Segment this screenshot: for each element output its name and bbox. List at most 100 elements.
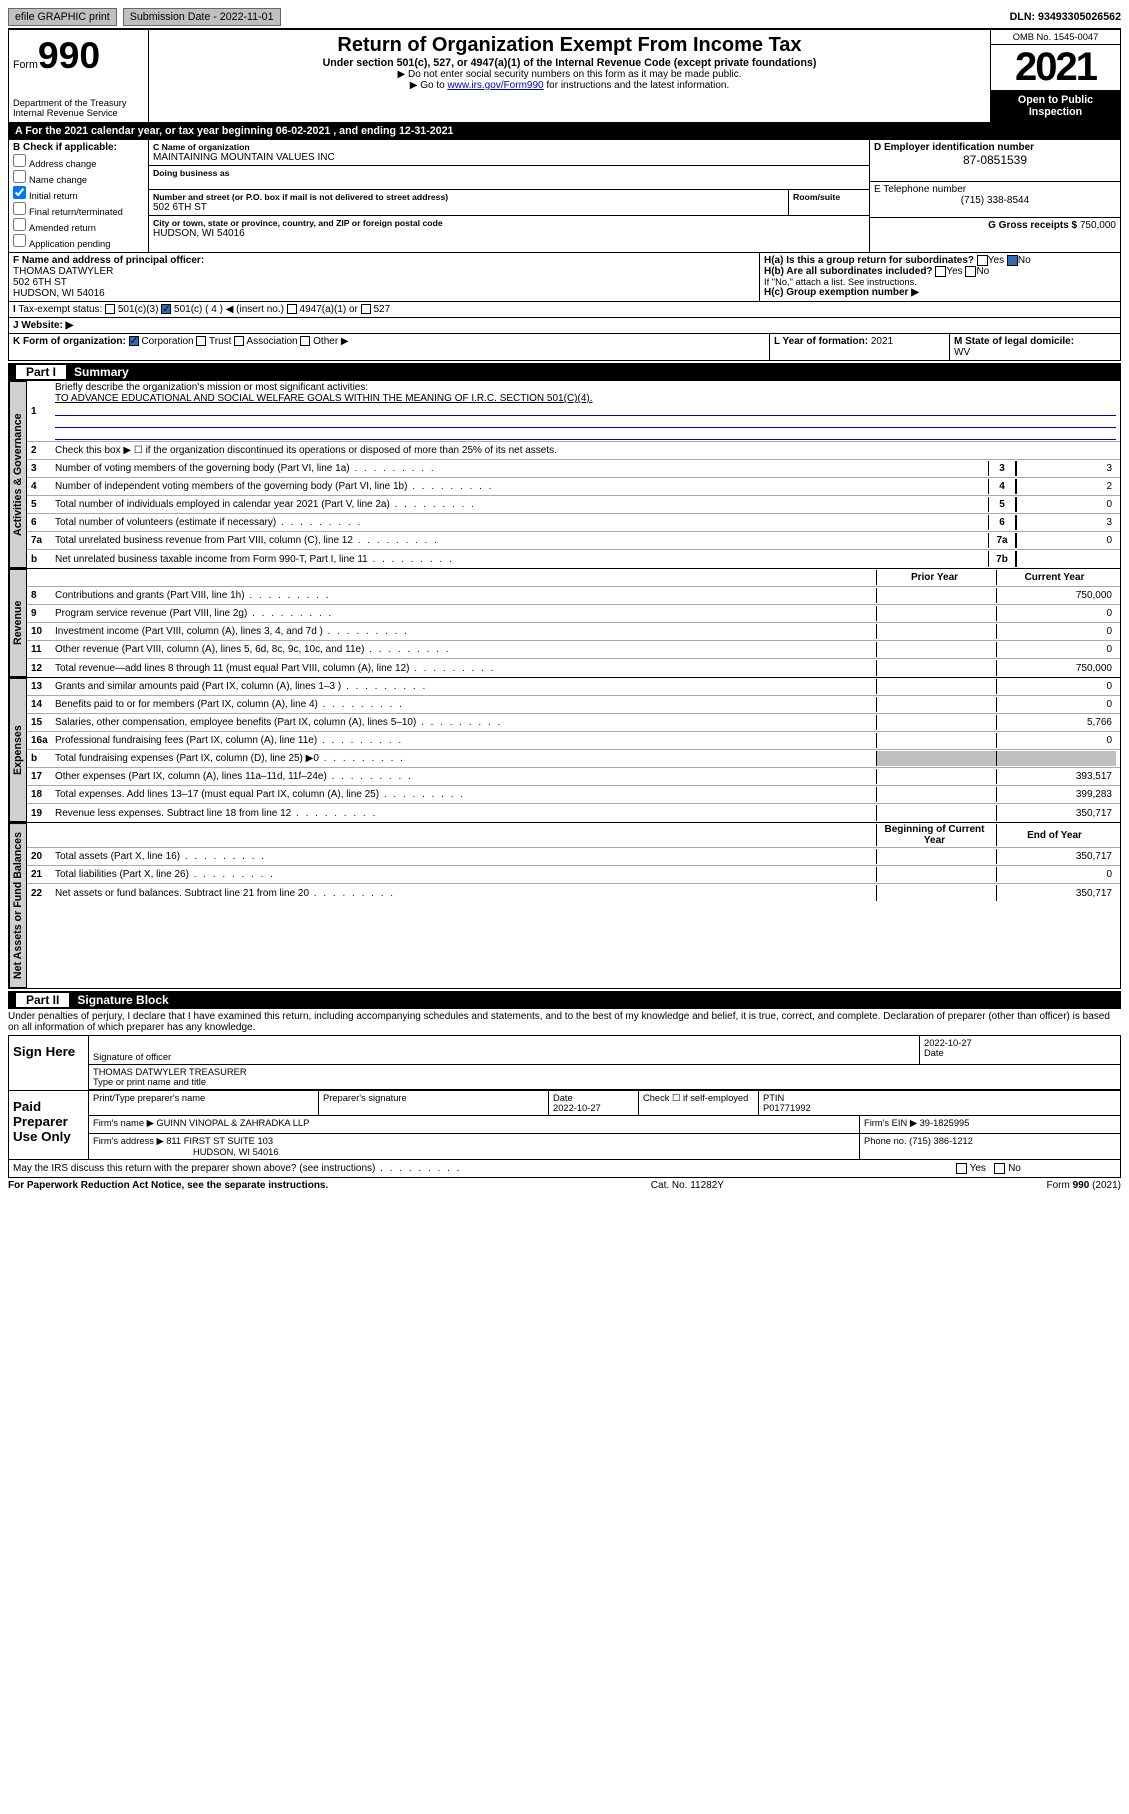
line-8-text: Contributions and grants (Part VIII, lin… bbox=[55, 590, 876, 601]
527-check[interactable] bbox=[361, 304, 371, 314]
line-19-prior bbox=[876, 805, 996, 821]
check-amended-return[interactable] bbox=[13, 218, 26, 231]
discuss-yes-box[interactable] bbox=[956, 1163, 967, 1174]
line-9-prior bbox=[876, 606, 996, 621]
org-name-label: C Name of organization bbox=[153, 142, 865, 152]
tax-period-bar: A For the 2021 calendar year, or tax yea… bbox=[8, 123, 1121, 140]
line-17-text: Other expenses (Part IX, column (A), lin… bbox=[55, 771, 876, 782]
hb-no-box[interactable] bbox=[965, 266, 976, 277]
ein-label: D Employer identification number bbox=[874, 142, 1116, 153]
ha-yes-box[interactable] bbox=[977, 255, 988, 266]
line-6-text: Total number of volunteers (estimate if … bbox=[55, 517, 988, 528]
line-7a-box: 7a bbox=[988, 533, 1016, 548]
website-label: Website: ▶ bbox=[21, 320, 73, 331]
firm-phone-label: Phone no. bbox=[864, 1136, 907, 1146]
line-9-current: 0 bbox=[996, 606, 1116, 621]
efile-button[interactable]: efile GRAPHIC print bbox=[8, 8, 117, 26]
line-5-box: 5 bbox=[988, 497, 1016, 512]
check-initial-return[interactable] bbox=[13, 186, 26, 199]
line2-text: Check this box ▶ ☐ if the organization d… bbox=[55, 445, 1116, 456]
check-application-pending[interactable] bbox=[13, 234, 26, 247]
check-applicable-label: B Check if applicable: bbox=[13, 142, 144, 153]
line-b-prior bbox=[876, 751, 996, 766]
phone-value: (715) 338-8544 bbox=[874, 195, 1116, 206]
phone-label: E Telephone number bbox=[874, 184, 1116, 195]
top-bar: efile GRAPHIC print Submission Date - 20… bbox=[8, 8, 1121, 29]
net-assets-tab: Net Assets or Fund Balances bbox=[9, 823, 27, 988]
line-15-prior bbox=[876, 715, 996, 730]
line-b-text: Net unrelated business taxable income fr… bbox=[55, 554, 988, 565]
irs-link[interactable]: www.irs.gov/Form990 bbox=[447, 80, 543, 91]
line-17-current: 393,517 bbox=[996, 769, 1116, 784]
prior-year-header: Prior Year bbox=[876, 570, 996, 585]
governance-tab: Activities & Governance bbox=[9, 381, 27, 568]
line-3-value: 3 bbox=[1016, 461, 1116, 476]
current-year-header: Current Year bbox=[996, 570, 1116, 585]
line-14-current: 0 bbox=[996, 697, 1116, 712]
line-13-text: Grants and similar amounts paid (Part IX… bbox=[55, 681, 876, 692]
pp-date-label: Date bbox=[553, 1093, 573, 1103]
firm-ein-label: Firm's EIN ▶ bbox=[864, 1118, 917, 1128]
signature-block: Sign Here Signature of officer 2022-10-2… bbox=[8, 1035, 1121, 1160]
line-3-text: Number of voting members of the governin… bbox=[55, 463, 988, 474]
tax-exempt-label: Tax-exempt status: bbox=[18, 304, 102, 315]
org-assoc-check[interactable] bbox=[234, 336, 244, 346]
line-15-text: Salaries, other compensation, employee b… bbox=[55, 717, 876, 728]
line-17-prior bbox=[876, 769, 996, 784]
form-title: Return of Organization Exempt From Incom… bbox=[153, 34, 986, 57]
hb-note: If "No," attach a list. See instructions… bbox=[764, 277, 1116, 287]
501c3-check[interactable] bbox=[105, 304, 115, 314]
form-note-2: ▶ Go to www.irs.gov/Form990 for instruct… bbox=[153, 80, 986, 91]
page-footer: For Paperwork Reduction Act Notice, see … bbox=[8, 1178, 1121, 1193]
firm-phone-value: (715) 386-1212 bbox=[909, 1136, 973, 1146]
line-5-value: 0 bbox=[1016, 497, 1116, 512]
line-8-prior bbox=[876, 588, 996, 603]
ha-no-box[interactable] bbox=[1007, 255, 1018, 266]
line-16a-text: Professional fundraising fees (Part IX, … bbox=[55, 735, 876, 746]
line-20-text: Total assets (Part X, line 16) bbox=[55, 851, 876, 862]
officer-name: THOMAS DATWYLER bbox=[13, 266, 113, 277]
sig-officer-label: Signature of officer bbox=[93, 1052, 171, 1062]
city-value: HUDSON, WI 54016 bbox=[153, 228, 865, 239]
org-trust-check[interactable] bbox=[196, 336, 206, 346]
firm-city-value: HUDSON, WI 54016 bbox=[193, 1147, 279, 1157]
ptin-label: PTIN bbox=[763, 1093, 784, 1103]
line-20-current: 350,717 bbox=[996, 849, 1116, 864]
line-16a-prior bbox=[876, 733, 996, 748]
form-header: Form990 Department of the Treasury Inter… bbox=[8, 29, 1121, 123]
year-formation-label: L Year of formation: bbox=[774, 336, 868, 347]
line-3-box: 3 bbox=[988, 461, 1016, 476]
line-11-current: 0 bbox=[996, 642, 1116, 657]
line-22-prior bbox=[876, 885, 996, 901]
officer-addr2: HUDSON, WI 54016 bbox=[13, 288, 105, 299]
check-name-change[interactable] bbox=[13, 170, 26, 183]
part2-header: Part IISignature Block bbox=[8, 991, 1121, 1009]
line-22-current: 350,717 bbox=[996, 885, 1116, 901]
cat-no: Cat. No. 11282Y bbox=[651, 1180, 724, 1191]
line-10-prior bbox=[876, 624, 996, 639]
line-14-prior bbox=[876, 697, 996, 712]
discuss-no-box[interactable] bbox=[994, 1163, 1005, 1174]
line-22-text: Net assets or fund balances. Subtract li… bbox=[55, 888, 876, 899]
check-final-return[interactable] bbox=[13, 202, 26, 215]
omb-number: OMB No. 1545-0047 bbox=[991, 30, 1120, 45]
line-16a-current: 0 bbox=[996, 733, 1116, 748]
officer-label: F Name and address of principal officer: bbox=[13, 255, 204, 266]
line-7a-value: 0 bbox=[1016, 533, 1116, 548]
org-name: MAINTAINING MOUNTAIN VALUES INC bbox=[153, 152, 865, 163]
paid-preparer-label: Paid Preparer Use Only bbox=[9, 1091, 89, 1159]
form-ref: Form 990 (2021) bbox=[1047, 1180, 1121, 1191]
year-formation-value: 2021 bbox=[871, 336, 893, 347]
org-other-check[interactable] bbox=[300, 336, 310, 346]
hb-yes-box[interactable] bbox=[935, 266, 946, 277]
check-address-change[interactable] bbox=[13, 154, 26, 167]
line-4-text: Number of independent voting members of … bbox=[55, 481, 988, 492]
org-corp-check[interactable] bbox=[129, 336, 139, 346]
line-10-current: 0 bbox=[996, 624, 1116, 639]
submission-date-button[interactable]: Submission Date - 2022-11-01 bbox=[123, 8, 281, 26]
4947-check[interactable] bbox=[287, 304, 297, 314]
501c-check[interactable] bbox=[161, 304, 171, 314]
line-11-text: Other revenue (Part VIII, column (A), li… bbox=[55, 644, 876, 655]
line-18-prior bbox=[876, 787, 996, 802]
line-b-value bbox=[1016, 551, 1116, 567]
